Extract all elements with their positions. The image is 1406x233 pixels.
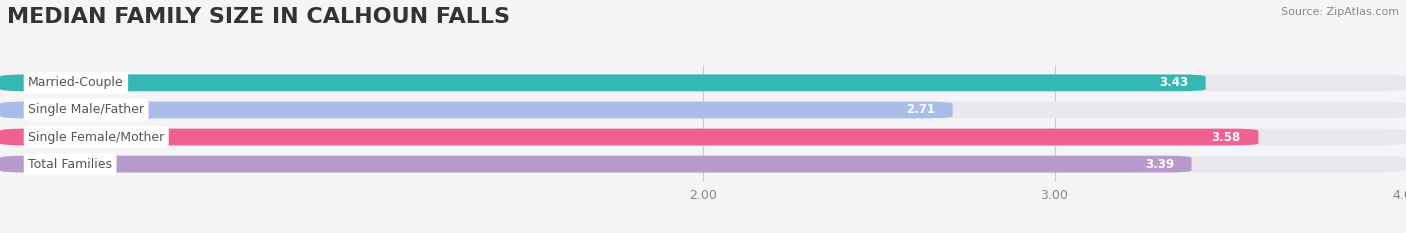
Text: MEDIAN FAMILY SIZE IN CALHOUN FALLS: MEDIAN FAMILY SIZE IN CALHOUN FALLS xyxy=(7,7,510,27)
Text: 3.43: 3.43 xyxy=(1159,76,1188,89)
Text: Single Female/Mother: Single Female/Mother xyxy=(28,130,165,144)
Text: Total Families: Total Families xyxy=(28,158,112,171)
FancyBboxPatch shape xyxy=(0,75,1406,91)
FancyBboxPatch shape xyxy=(0,102,1406,118)
Text: Single Male/Father: Single Male/Father xyxy=(28,103,145,116)
FancyBboxPatch shape xyxy=(0,156,1406,172)
FancyBboxPatch shape xyxy=(0,102,953,118)
FancyBboxPatch shape xyxy=(0,129,1406,145)
FancyBboxPatch shape xyxy=(0,129,1258,145)
FancyBboxPatch shape xyxy=(0,156,1192,172)
Text: 3.39: 3.39 xyxy=(1144,158,1174,171)
Text: Married-Couple: Married-Couple xyxy=(28,76,124,89)
Text: 3.58: 3.58 xyxy=(1212,130,1241,144)
FancyBboxPatch shape xyxy=(0,75,1206,91)
Text: Source: ZipAtlas.com: Source: ZipAtlas.com xyxy=(1281,7,1399,17)
Text: 2.71: 2.71 xyxy=(905,103,935,116)
